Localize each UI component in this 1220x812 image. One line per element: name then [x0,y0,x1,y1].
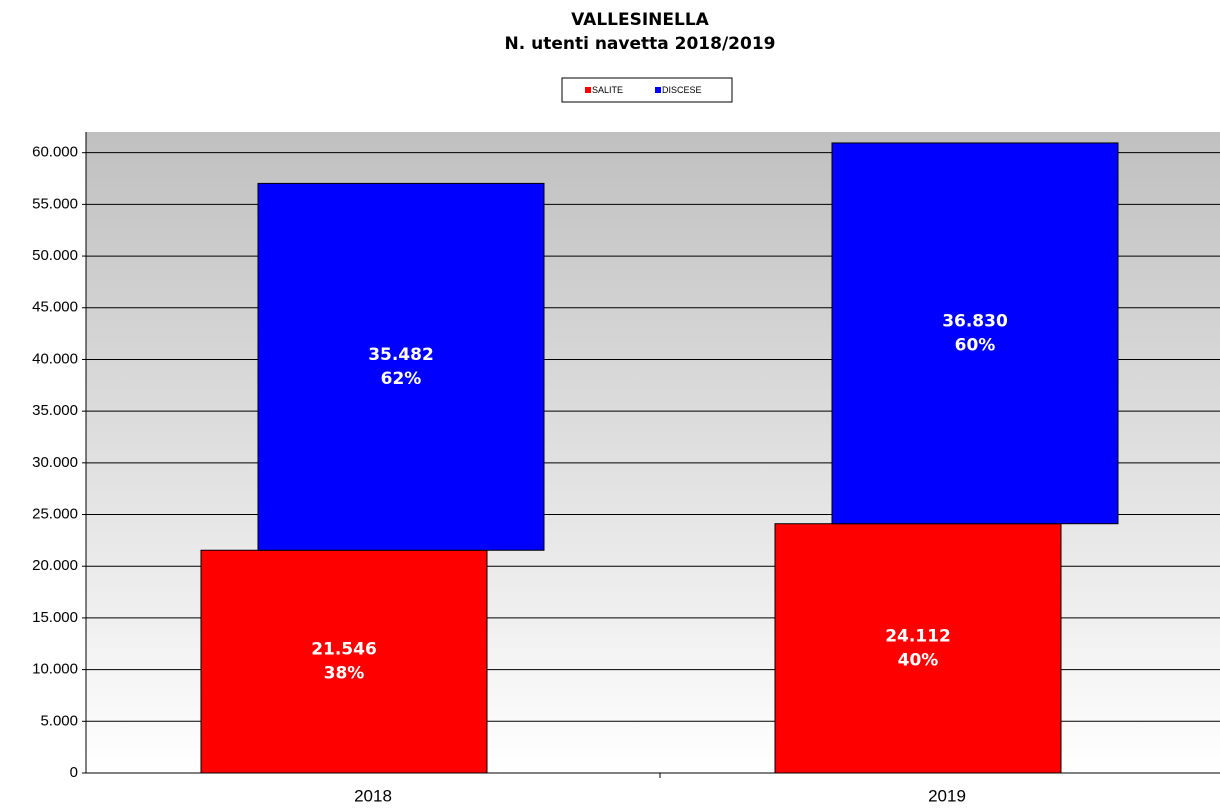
y-tick-label: 0 [70,764,78,781]
y-tick-label: 40.000 [32,350,78,367]
y-tick-label: 5.000 [40,712,78,729]
legend-swatch [585,87,591,93]
bar-segment [257,182,545,551]
y-tick-label: 10.000 [32,661,78,678]
legend-label: SALITE [592,85,623,95]
y-tick-label: 45.000 [32,299,78,316]
y-tick-label: 20.000 [32,557,78,574]
bar-segment [831,142,1119,525]
x-tick-label: 2019 [928,786,966,805]
data-label: 21.546 [311,640,377,660]
percent-label: 60% [955,335,996,355]
y-tick-label: 35.000 [32,402,78,419]
data-label: 36.830 [942,311,1008,331]
y-tick-label: 60.000 [32,144,78,161]
y-tick-label: 50.000 [32,247,78,264]
y-tick-label: 15.000 [32,609,78,626]
y-tick-label: 30.000 [32,454,78,471]
y-tick-label: 55.000 [32,195,78,212]
x-tick-label: 2018 [354,786,392,805]
bar-segment [200,549,488,774]
percent-label: 40% [898,650,939,670]
chart-subtitle: N. utenti navetta 2018/2019 [504,34,775,54]
data-label: 24.112 [885,626,951,646]
percent-label: 62% [381,369,422,389]
legend-swatch [655,87,661,93]
y-tick-label: 25.000 [32,506,78,523]
legend-label: DISCESE [662,85,702,95]
chart-title: VALLESINELLA [571,10,710,30]
percent-label: 38% [324,664,365,684]
data-label: 35.482 [368,345,434,365]
bar-segment [774,523,1062,774]
